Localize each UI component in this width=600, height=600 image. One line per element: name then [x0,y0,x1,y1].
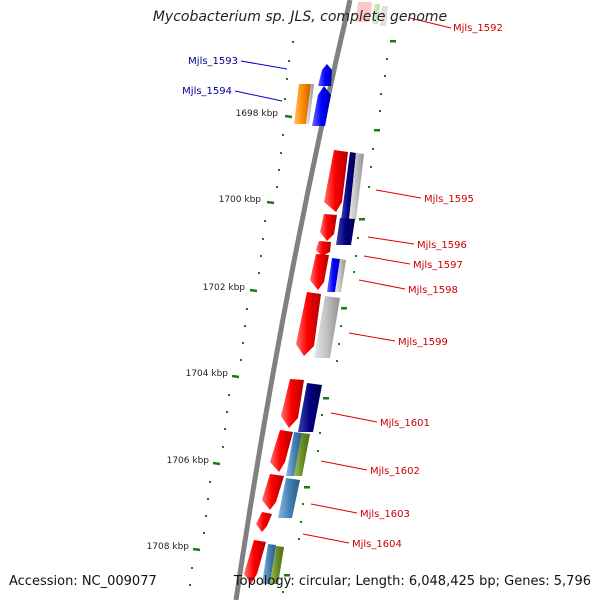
callout-mjls-1596 [367,236,415,245]
gene-mjls-1602-olive [294,433,310,476]
gene-mjls-1596-red [320,214,337,241]
callout-lines-forward [234,60,288,102]
callout-mjls-1601 [330,412,378,423]
label-mjls-1598: Mjls_1598 [408,285,458,296]
genome-summary: Topology: circular; Length: 6,048,425 bp… [233,574,591,589]
label-mjls-1599: Mjls_1599 [398,337,448,348]
accession-text: Accession: NC_009077 [9,574,157,589]
callout-mjls-1602 [320,460,368,471]
callout-mjls-1594 [234,90,283,102]
label-mjls-1592: Mjls_1592 [453,23,503,34]
label-mjls-1594: Mjls_1594 [182,86,232,97]
gene-mjls-1598-blue [327,258,340,292]
gene-mjls-1592-c [380,6,388,26]
forward-genes [294,64,332,126]
gene-bottom-red [244,540,266,584]
gene-mjls-1592-a [356,2,372,22]
callout-mjls-1604 [302,533,350,544]
major-tick-1702 [249,288,258,293]
label-mjls-1593: Mjls_1593 [188,56,238,67]
ruler-label-1708: 1708 kbp [147,542,190,552]
forward-gene-labels: Mjls_1593 Mjls_1594 [182,56,238,97]
gene-mjls-1599-grey [314,296,340,358]
gene-bottom-olive [270,546,284,584]
ruler-label-1698: 1698 kbp [236,109,279,119]
callout-lines-reverse [302,17,452,544]
gene-mjls-1594-orange [294,84,311,124]
gene-mjls-1599-red [296,292,321,356]
gene-mjls-1596-navy [336,218,355,245]
callout-mjls-1595 [375,189,422,199]
callout-mjls-1597 [363,255,411,265]
ruler-label-1706: 1706 kbp [167,456,210,466]
genome-title: Mycobacterium sp. JLS, complete genome [152,9,448,25]
gene-bottom-steel [262,544,276,584]
gene-mjls-1601-navy [298,383,322,432]
gene-mjls-1598-red [310,254,329,290]
gene-mjls-1595-grey [349,153,364,220]
gene-mjls-1603-red [262,474,284,510]
gene-mjls-1594-blue [312,86,331,126]
gene-mjls-1593 [318,64,332,86]
major-tick-1708 [192,547,201,552]
gene-mjls-1592-b [372,4,380,24]
reverse-genes [244,2,388,584]
reverse-gene-labels: Mjls_1592 Mjls_1595 Mjls_1596 Mjls_1597 … [352,23,503,550]
ruler-ticks-right [282,40,396,593]
gene-mjls-1602-steel [286,432,302,476]
gene-mjls-1598-grey [335,259,346,292]
ruler-label-1700: 1700 kbp [219,195,262,205]
genome-backbone [233,0,353,600]
ruler-major-ticks [192,114,293,552]
label-mjls-1595: Mjls_1595 [424,194,474,205]
ruler-label-1704: 1704 kbp [186,369,229,379]
gene-mjls-1604-red [256,512,272,532]
callout-mjls-1603 [310,503,358,514]
major-tick-1698 [284,114,293,119]
ruler-label-1702: 1702 kbp [203,283,246,293]
major-tick-1700 [266,200,275,205]
label-mjls-1602: Mjls_1602 [370,466,420,477]
ruler-minor-ticks-left [189,41,294,586]
gene-mjls-1594-grey [306,84,314,124]
label-mjls-1601: Mjls_1601 [380,418,430,429]
gene-mjls-1603-steel [278,478,300,518]
label-mjls-1597: Mjls_1597 [413,260,463,271]
gene-mjls-1601-red [281,379,304,428]
label-mjls-1603: Mjls_1603 [360,509,410,520]
gene-mjls-1595-red [324,150,348,212]
callout-mjls-1599 [348,332,396,342]
label-mjls-1604: Mjls_1604 [352,539,402,550]
ruler-labels: 1698 kbp 1700 kbp 1702 kbp 1704 kbp 1706… [147,109,279,552]
label-mjls-1596: Mjls_1596 [417,240,467,251]
major-tick-1706 [212,461,221,466]
gene-mjls-1597-red [316,241,331,256]
callout-mjls-1598 [358,279,406,290]
gene-mjls-1595-navy [341,152,356,220]
callout-mjls-1593 [240,60,288,70]
callout-mjls-1592 [409,17,452,29]
major-tick-1704 [231,374,240,379]
gene-mjls-1602-red [270,430,293,472]
